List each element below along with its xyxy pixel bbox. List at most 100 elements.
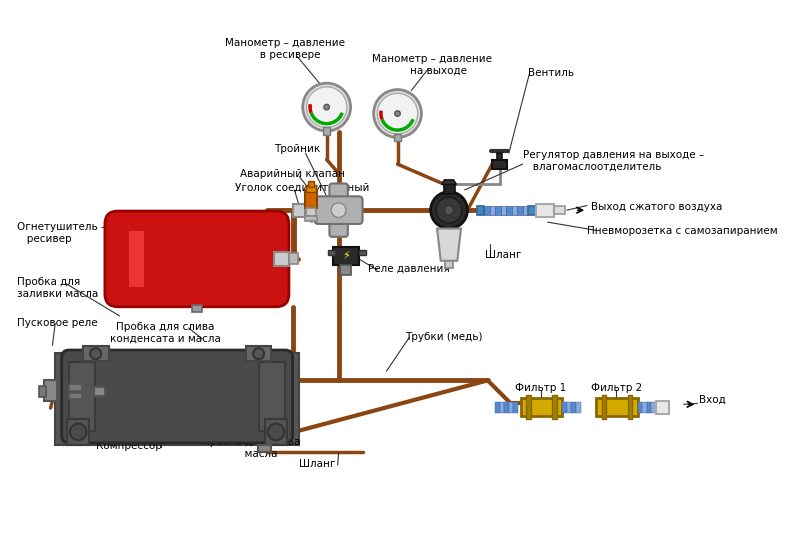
FancyBboxPatch shape xyxy=(490,205,495,215)
FancyBboxPatch shape xyxy=(514,402,518,412)
Text: Шланг: Шланг xyxy=(299,459,336,468)
FancyBboxPatch shape xyxy=(484,205,490,215)
FancyBboxPatch shape xyxy=(535,204,554,217)
FancyBboxPatch shape xyxy=(129,231,143,287)
FancyBboxPatch shape xyxy=(394,134,401,141)
FancyBboxPatch shape xyxy=(69,393,82,399)
Text: Пробка для слива
конденсата и масла: Пробка для слива конденсата и масла xyxy=(110,322,221,344)
FancyBboxPatch shape xyxy=(517,205,522,215)
FancyBboxPatch shape xyxy=(500,402,504,412)
FancyBboxPatch shape xyxy=(105,211,289,307)
FancyBboxPatch shape xyxy=(492,160,507,169)
FancyBboxPatch shape xyxy=(642,402,647,412)
FancyBboxPatch shape xyxy=(501,205,506,215)
Circle shape xyxy=(70,424,86,440)
FancyBboxPatch shape xyxy=(576,402,581,412)
FancyBboxPatch shape xyxy=(497,153,502,161)
FancyBboxPatch shape xyxy=(571,402,576,412)
FancyBboxPatch shape xyxy=(67,419,90,445)
FancyBboxPatch shape xyxy=(506,205,511,215)
FancyBboxPatch shape xyxy=(305,216,318,221)
Text: Огнетушитель –
   ресивер: Огнетушитель – ресивер xyxy=(17,222,106,244)
FancyBboxPatch shape xyxy=(333,247,359,265)
Text: Фильтр 2: Фильтр 2 xyxy=(591,383,642,393)
Text: Манометр – давление
    на выходе: Манометр – давление на выходе xyxy=(373,54,493,75)
Polygon shape xyxy=(437,229,461,261)
FancyBboxPatch shape xyxy=(259,362,286,431)
FancyBboxPatch shape xyxy=(552,395,557,419)
FancyBboxPatch shape xyxy=(289,253,298,265)
Circle shape xyxy=(378,93,418,134)
FancyBboxPatch shape xyxy=(596,398,638,416)
FancyBboxPatch shape xyxy=(495,402,500,412)
FancyBboxPatch shape xyxy=(521,398,562,416)
FancyBboxPatch shape xyxy=(330,215,348,237)
FancyBboxPatch shape xyxy=(192,305,202,312)
FancyBboxPatch shape xyxy=(522,205,528,215)
FancyBboxPatch shape xyxy=(341,265,351,274)
Text: Пробка для
заливки масла: Пробка для заливки масла xyxy=(17,278,98,299)
FancyBboxPatch shape xyxy=(602,395,606,419)
Text: Выход сжатого воздуха: Выход сжатого воздуха xyxy=(590,202,722,212)
Circle shape xyxy=(253,348,264,359)
FancyBboxPatch shape xyxy=(359,250,366,255)
Circle shape xyxy=(445,205,454,215)
FancyBboxPatch shape xyxy=(554,206,565,214)
FancyBboxPatch shape xyxy=(69,384,82,391)
Text: Реле давления: Реле давления xyxy=(368,264,450,273)
Circle shape xyxy=(324,105,330,110)
FancyBboxPatch shape xyxy=(526,395,531,419)
Circle shape xyxy=(374,89,422,137)
FancyBboxPatch shape xyxy=(330,183,348,205)
Text: Фильтр 1: Фильтр 1 xyxy=(515,383,566,393)
Text: Регулятор давления на выходе –
   влагомаслоотделитель: Регулятор давления на выходе – влагомасл… xyxy=(522,150,704,172)
FancyBboxPatch shape xyxy=(274,252,289,266)
FancyBboxPatch shape xyxy=(314,196,362,224)
FancyBboxPatch shape xyxy=(528,205,535,215)
FancyBboxPatch shape xyxy=(306,185,316,192)
FancyBboxPatch shape xyxy=(246,347,271,361)
Circle shape xyxy=(436,197,462,223)
FancyBboxPatch shape xyxy=(306,208,316,216)
Circle shape xyxy=(90,348,102,359)
Text: Вход: Вход xyxy=(699,395,726,405)
Text: Компрессор: Компрессор xyxy=(96,441,162,451)
Circle shape xyxy=(331,203,346,218)
FancyBboxPatch shape xyxy=(495,205,501,215)
FancyBboxPatch shape xyxy=(55,353,299,445)
FancyBboxPatch shape xyxy=(446,261,453,268)
FancyBboxPatch shape xyxy=(308,181,314,187)
FancyBboxPatch shape xyxy=(511,205,517,215)
FancyBboxPatch shape xyxy=(44,381,57,400)
Circle shape xyxy=(394,111,400,116)
Text: Вентиль: Вентиль xyxy=(528,67,574,78)
FancyBboxPatch shape xyxy=(62,350,293,443)
FancyBboxPatch shape xyxy=(627,395,632,419)
Text: Пробка для слива
      масла: Пробка для слива масла xyxy=(202,438,300,459)
FancyBboxPatch shape xyxy=(258,445,270,452)
Text: Шланг: Шланг xyxy=(485,250,522,260)
FancyBboxPatch shape xyxy=(83,347,109,361)
FancyBboxPatch shape xyxy=(327,250,335,255)
Text: Уголок соединительный: Уголок соединительный xyxy=(234,183,369,192)
Text: Трубки (медь): Трубки (медь) xyxy=(405,331,482,342)
Polygon shape xyxy=(442,180,456,184)
Text: Пусковое реле: Пусковое реле xyxy=(17,318,97,328)
FancyBboxPatch shape xyxy=(69,362,94,431)
Circle shape xyxy=(430,192,467,229)
FancyBboxPatch shape xyxy=(293,204,306,217)
FancyBboxPatch shape xyxy=(504,402,509,412)
Circle shape xyxy=(268,424,284,440)
FancyBboxPatch shape xyxy=(647,402,651,412)
FancyBboxPatch shape xyxy=(265,419,287,445)
Text: Тройник: Тройник xyxy=(274,144,321,154)
FancyBboxPatch shape xyxy=(305,190,318,208)
Circle shape xyxy=(306,87,347,127)
FancyBboxPatch shape xyxy=(651,402,656,412)
Text: Аварийный клапан: Аварийный клапан xyxy=(240,169,345,179)
FancyBboxPatch shape xyxy=(94,387,105,396)
FancyBboxPatch shape xyxy=(509,402,514,412)
Text: Манометр – давление
   в ресивере: Манометр – давление в ресивере xyxy=(226,38,346,60)
Text: ⚡: ⚡ xyxy=(342,251,350,261)
FancyBboxPatch shape xyxy=(567,402,571,412)
